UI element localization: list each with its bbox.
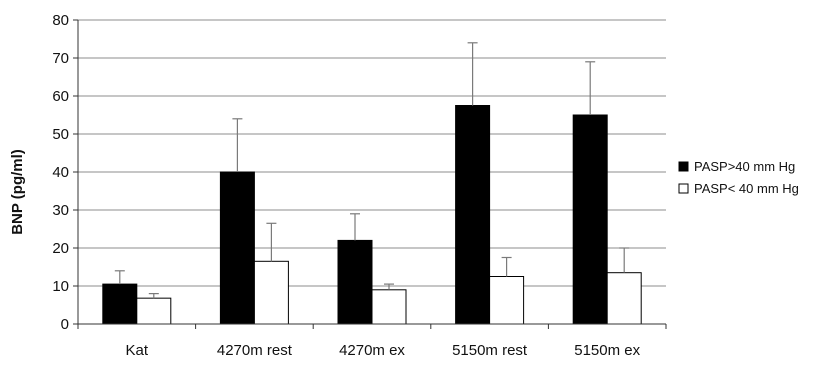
- bar-pasp-low: [371, 289, 407, 325]
- bar-pasp-low: [489, 276, 525, 325]
- y-tick-label: 70: [52, 50, 69, 67]
- x-category-label: 5150m ex: [574, 342, 640, 359]
- legend-label: PASP>40 mm Hg: [694, 159, 795, 174]
- bar-layer: [102, 42, 642, 325]
- y-tick-label: 40: [52, 164, 69, 181]
- legend-label: PASP< 40 mm Hg: [694, 181, 799, 196]
- axis-layer: 0 10 20 30 40 50 60 70 80 Kat 4270m rest 4270m ex 51…: [52, 12, 667, 359]
- bar-pasp-high: [219, 171, 255, 325]
- bar-pasp-high: [337, 239, 373, 325]
- x-category-label: 5150m rest: [452, 342, 528, 359]
- legend-swatch: [678, 183, 689, 194]
- bar-pasp-low: [136, 297, 172, 325]
- y-tick-label: 60: [52, 88, 69, 105]
- bar-pasp-low: [253, 260, 289, 325]
- grid-layer: [78, 19, 666, 287]
- bar-pasp-high: [102, 283, 138, 325]
- y-tick-label: 50: [52, 126, 69, 143]
- y-tick-label: 20: [52, 240, 69, 257]
- x-category-label: 4270m ex: [339, 342, 405, 359]
- bar-pasp-high: [572, 114, 608, 325]
- y-axis-title: BNP (pg/ml): [9, 149, 26, 235]
- bar-pasp-high: [455, 105, 491, 325]
- bar-pasp-low: [606, 272, 642, 325]
- legend-swatch: [678, 161, 689, 172]
- x-category-label: Kat: [126, 342, 149, 359]
- y-tick-label: 0: [61, 316, 69, 333]
- legend: PASP>40 mm Hg PASP< 40 mm Hg: [678, 159, 799, 196]
- y-tick-label: 30: [52, 202, 69, 219]
- y-tick-label: 10: [52, 278, 69, 295]
- x-category-label: 4270m rest: [217, 342, 293, 359]
- y-tick-label: 80: [52, 12, 69, 29]
